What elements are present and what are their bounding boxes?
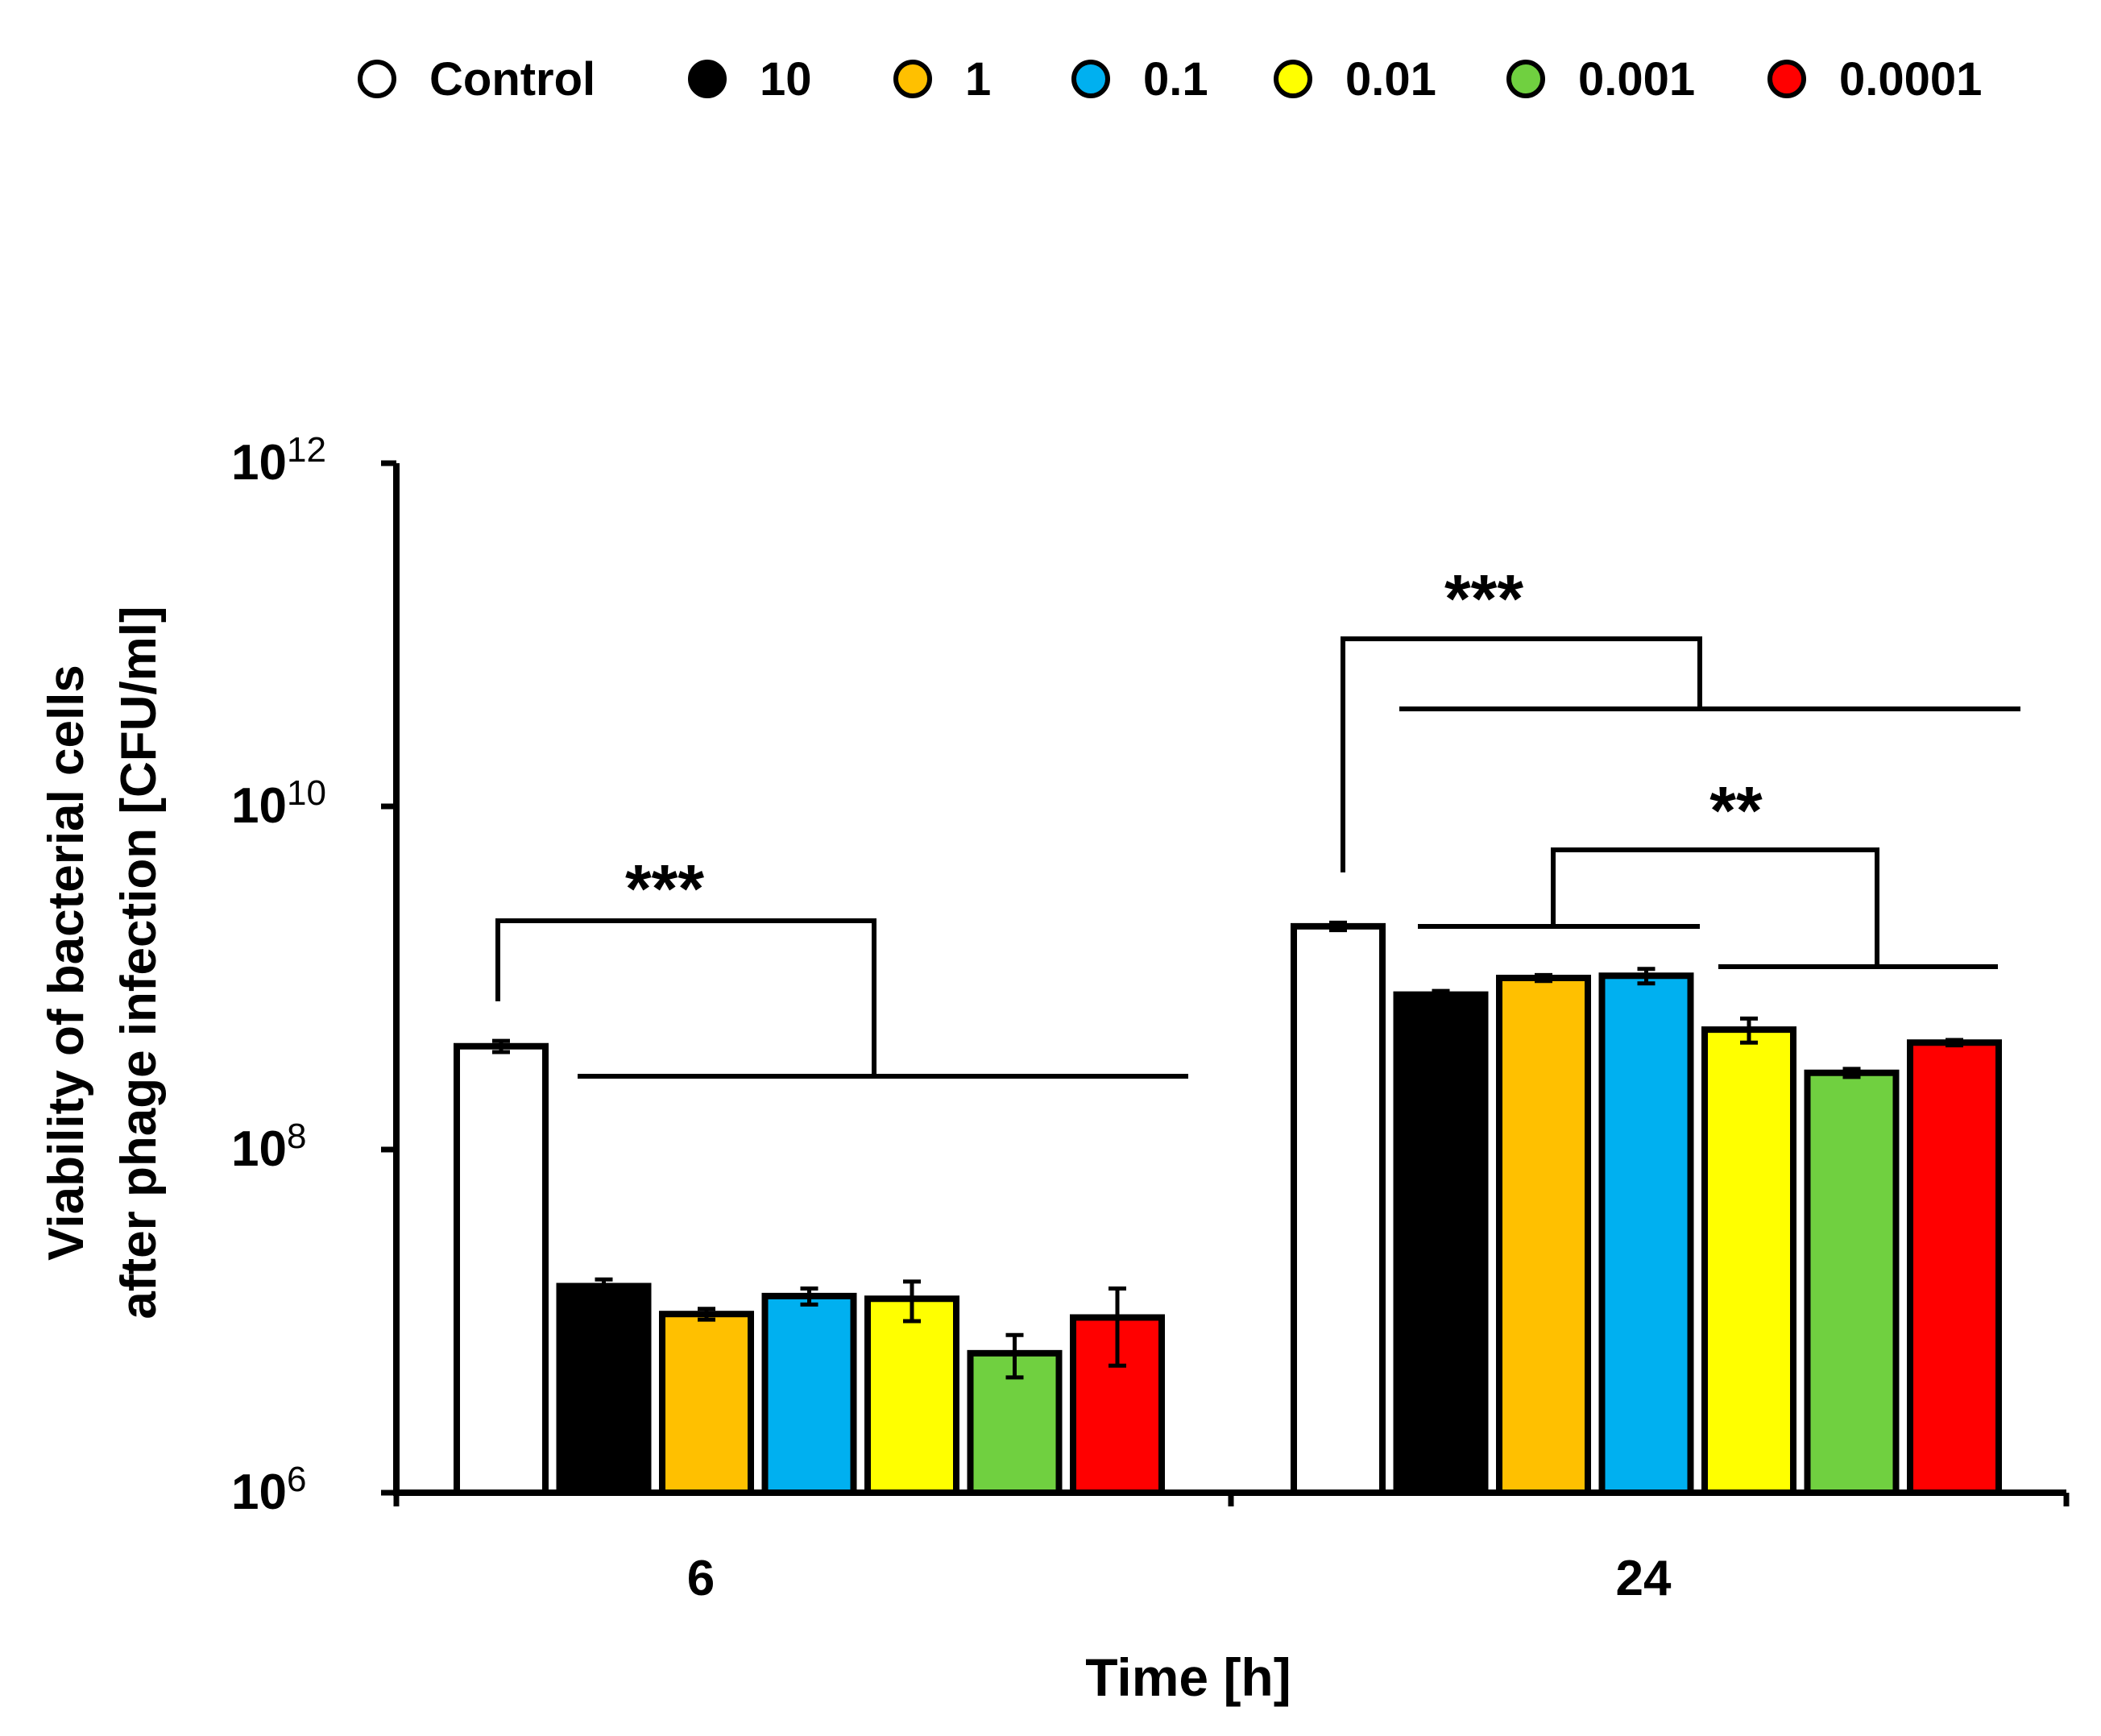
- legend-marker-0_001: [1506, 60, 1545, 98]
- legend-label-control: Control: [429, 53, 595, 106]
- bar-1-t24: [1496, 975, 1591, 1496]
- y-tick-exponent: 12: [287, 430, 326, 470]
- legend-marker-control: [358, 60, 396, 98]
- y-tick-base: 10: [231, 435, 287, 491]
- bar-10-t6: [556, 1282, 652, 1497]
- significance-label-1: ***: [1444, 561, 1523, 636]
- y-axis-label-line1: Viability of bacterial cells: [39, 665, 94, 1261]
- bracket-24h-dose-comparison: [1551, 847, 1879, 967]
- legend-marker-0_1: [1071, 60, 1110, 98]
- bar-10-t24: [1393, 991, 1489, 1496]
- x-axis-label: Time [h]: [1085, 1647, 1291, 1707]
- bar-0_01-t6: [864, 1295, 959, 1496]
- y-tick-exponent: 8: [287, 1117, 306, 1156]
- bar-0_0001-t24: [1907, 1039, 2002, 1496]
- bar-1-t6: [659, 1311, 754, 1496]
- legend-label-10: 10: [760, 53, 812, 106]
- axes: [381, 460, 2070, 1506]
- x-tick-label-24: 24: [1616, 1551, 1672, 1606]
- legend-marker-10: [688, 60, 727, 98]
- y-tick-label-3: 1012: [231, 430, 326, 491]
- legend-label-1: 1: [965, 53, 991, 106]
- significance-label-0: ***: [625, 851, 704, 926]
- bar-0_1-t24: [1598, 972, 1694, 1496]
- y-tick-base: 10: [231, 1465, 287, 1520]
- legend-label-0_0001: 0.0001: [1839, 53, 1982, 106]
- bar-0_001-t24: [1804, 1069, 1900, 1497]
- y-tick-base: 10: [231, 1121, 287, 1177]
- legend: Control 10 1 0.1 0.01 0.001 0.0001: [358, 53, 1982, 106]
- bars: [454, 920, 2002, 1497]
- legend-marker-0_0001: [1767, 60, 1806, 98]
- y-tick-exponent: 10: [287, 773, 326, 813]
- bracket-6h-control: [495, 918, 876, 1076]
- y-axis-label-line2: after phage infection [CFU/ml]: [111, 606, 167, 1319]
- x-tick-label-6: 6: [687, 1551, 715, 1606]
- significance-label-2: **: [1709, 773, 1763, 848]
- bracket-24h-control: [1341, 636, 1702, 872]
- y-tick-base: 10: [231, 778, 287, 834]
- significance-brackets: ********: [495, 561, 2020, 1079]
- y-tick-label-2: 1010: [231, 773, 326, 834]
- bar-0_01-t24: [1701, 1026, 1796, 1496]
- y-tick-label-1: 108: [231, 1117, 306, 1177]
- bar-control-t6: [454, 1042, 549, 1496]
- y-tick-label-0: 106: [231, 1460, 306, 1520]
- legend-label-0_1: 0.1: [1143, 53, 1208, 106]
- y-tick-exponent: 6: [287, 1460, 306, 1499]
- legend-label-0_001: 0.001: [1578, 53, 1695, 106]
- legend-marker-0_01: [1274, 60, 1312, 98]
- legend-marker-1: [893, 60, 932, 98]
- legend-label-0_01: 0.01: [1345, 53, 1436, 106]
- bar-0_1-t6: [761, 1292, 857, 1497]
- bar-control-t24: [1291, 922, 1386, 1496]
